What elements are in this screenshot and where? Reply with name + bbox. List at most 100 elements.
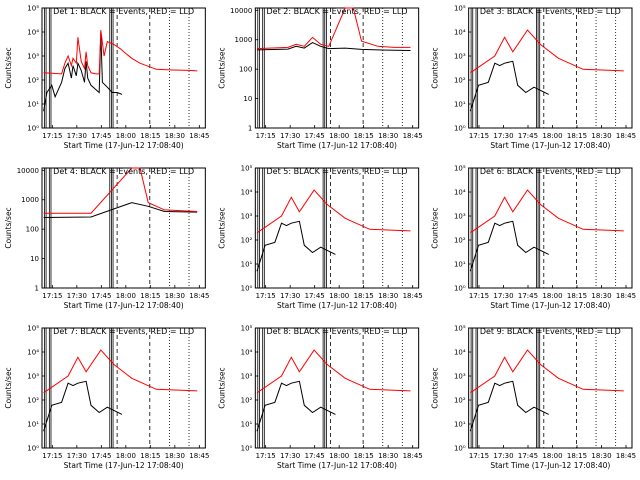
y-tick-label: 10⁰ <box>454 285 466 293</box>
detector-panel-5: Det 5: BLACK = Events, RED = LLD 17:15 17:… <box>217 165 422 311</box>
x-tick-label: 18:15 <box>140 292 160 300</box>
y-tick-label: 10² <box>241 237 253 245</box>
x-axis-title: Start Time (17-Jun-12 17:08:40) <box>490 301 610 310</box>
x-tick-label: 18:30 <box>591 452 611 460</box>
x-tick-label: 18:00 <box>116 132 136 140</box>
series-events <box>256 220 336 272</box>
y-tick-label: 10000 <box>17 167 39 175</box>
series-lld <box>43 349 198 394</box>
x-tick-label: 18:45 <box>189 452 209 460</box>
y-tick-label: 10¹ <box>241 421 253 429</box>
x-tick-label: 17:45 <box>91 132 111 140</box>
series-events <box>469 220 549 272</box>
y-tick-label: 10⁰ <box>241 285 253 293</box>
y-axis-label: Counts/sec <box>4 47 13 88</box>
y-tick-label: 100 <box>26 226 39 234</box>
y-axis-label: Counts/sec <box>217 207 226 248</box>
x-tick-label: 17:15 <box>42 292 62 300</box>
x-tick-label: 18:00 <box>116 452 136 460</box>
detector-panel-4: Det 4: BLACK = Events, RED = LLD 17:15 17:… <box>4 167 209 310</box>
y-tick-label: 10³ <box>27 53 39 61</box>
y-tick-label: 10¹ <box>241 261 253 269</box>
x-tick-label: 18:30 <box>378 452 398 460</box>
detector-panel-7: Det 7: BLACK = Events, RED = LLD 17:15 17:… <box>4 325 209 471</box>
y-axis-label: Counts/sec <box>217 47 226 88</box>
x-tick-label: 17:45 <box>518 452 538 460</box>
panel-title: Det 2: BLACK = Events, RED = LLD <box>267 7 408 16</box>
y-tick-label: 1 <box>248 125 252 133</box>
panel-title: Det 5: BLACK = Events, RED = LLD <box>267 167 408 176</box>
series-events <box>43 31 123 112</box>
y-tick-label: 1000 <box>21 196 39 204</box>
x-tick-label: 17:15 <box>42 452 62 460</box>
x-tick-label: 18:45 <box>403 452 423 460</box>
series-lld <box>43 30 198 75</box>
plot-frame <box>468 7 633 129</box>
y-tick-label: 10³ <box>241 373 253 381</box>
plot-frame <box>254 7 420 129</box>
y-tick-label: 10⁴ <box>454 349 466 357</box>
y-tick-label: 10⁰ <box>454 445 466 453</box>
y-tick-label: 10³ <box>454 53 466 61</box>
x-tick-label: 18:45 <box>403 292 423 300</box>
x-tick-label: 18:30 <box>591 292 611 300</box>
y-tick-label: 10³ <box>241 213 253 221</box>
y-tick-label: 10⁵ <box>454 165 466 173</box>
series-events <box>469 60 549 112</box>
y-tick-label: 10² <box>454 397 466 405</box>
x-tick-label: 18:15 <box>567 292 587 300</box>
x-tick-label: 17:45 <box>305 132 325 140</box>
x-tick-label: 18:45 <box>616 132 636 140</box>
detector-panel-3: Det 3: BLACK = Events, RED = LLD 17:15 17:… <box>431 5 636 151</box>
y-tick-label: 10000 <box>230 7 252 15</box>
x-tick-label: 18:00 <box>329 132 349 140</box>
x-axis-title: Start Time (17-Jun-12 17:08:40) <box>64 141 184 150</box>
x-axis-title: Start Time (17-Jun-12 17:08:40) <box>64 301 184 310</box>
panel-title: Det 6: BLACK = Events, RED = LLD <box>480 167 621 176</box>
y-tick-label: 10⁵ <box>241 325 253 333</box>
plot-frame <box>41 167 206 289</box>
x-tick-label: 17:30 <box>280 132 300 140</box>
x-tick-label: 17:15 <box>42 132 62 140</box>
y-axis-label: Counts/sec <box>431 367 440 408</box>
x-tick-label: 17:45 <box>305 292 325 300</box>
plot-frame <box>254 167 420 289</box>
y-tick-label: 10³ <box>454 213 466 221</box>
x-tick-label: 17:15 <box>469 132 489 140</box>
y-tick-label: 10 <box>243 95 252 103</box>
x-tick-label: 18:30 <box>591 132 611 140</box>
y-axis-label: Counts/sec <box>431 47 440 88</box>
y-tick-label: 10¹ <box>454 261 466 269</box>
y-tick-label: 10⁰ <box>27 125 39 133</box>
x-axis-title: Start Time (17-Jun-12 17:08:40) <box>490 141 610 150</box>
y-tick-label: 10³ <box>454 373 466 381</box>
panel-title: Det 3: BLACK = Events, RED = LLD <box>480 7 621 16</box>
y-tick-label: 10² <box>27 77 39 85</box>
plot-frame <box>468 327 633 449</box>
x-tick-label: 18:00 <box>542 132 562 140</box>
series-events <box>256 42 411 51</box>
x-tick-label: 18:45 <box>189 292 209 300</box>
panel-title: Det 1: BLACK = Events, RED = LLD <box>53 7 194 16</box>
x-axis-title: Start Time (17-Jun-12 17:08:40) <box>277 141 397 150</box>
y-tick-label: 10² <box>454 77 466 85</box>
y-tick-label: 1000 <box>235 36 253 44</box>
x-tick-label: 18:45 <box>616 292 636 300</box>
x-tick-label: 17:45 <box>518 292 538 300</box>
y-tick-label: 10⁵ <box>241 165 253 173</box>
y-tick-label: 10 <box>30 255 39 263</box>
y-tick-label: 10⁴ <box>27 29 39 37</box>
x-tick-label: 18:30 <box>165 452 185 460</box>
y-tick-label: 10¹ <box>27 421 39 429</box>
x-tick-label: 18:30 <box>378 292 398 300</box>
series-lld <box>256 349 411 394</box>
y-tick-label: 10² <box>241 397 253 405</box>
y-tick-label: 10¹ <box>454 101 466 109</box>
detector-panel-6: Det 6: BLACK = Events, RED = LLD 17:15 17:… <box>431 165 636 311</box>
series-events <box>469 380 549 432</box>
y-tick-label: 10⁰ <box>241 445 253 453</box>
x-tick-label: 17:45 <box>518 132 538 140</box>
series-lld <box>256 7 411 50</box>
y-axis-label: Counts/sec <box>431 207 440 248</box>
